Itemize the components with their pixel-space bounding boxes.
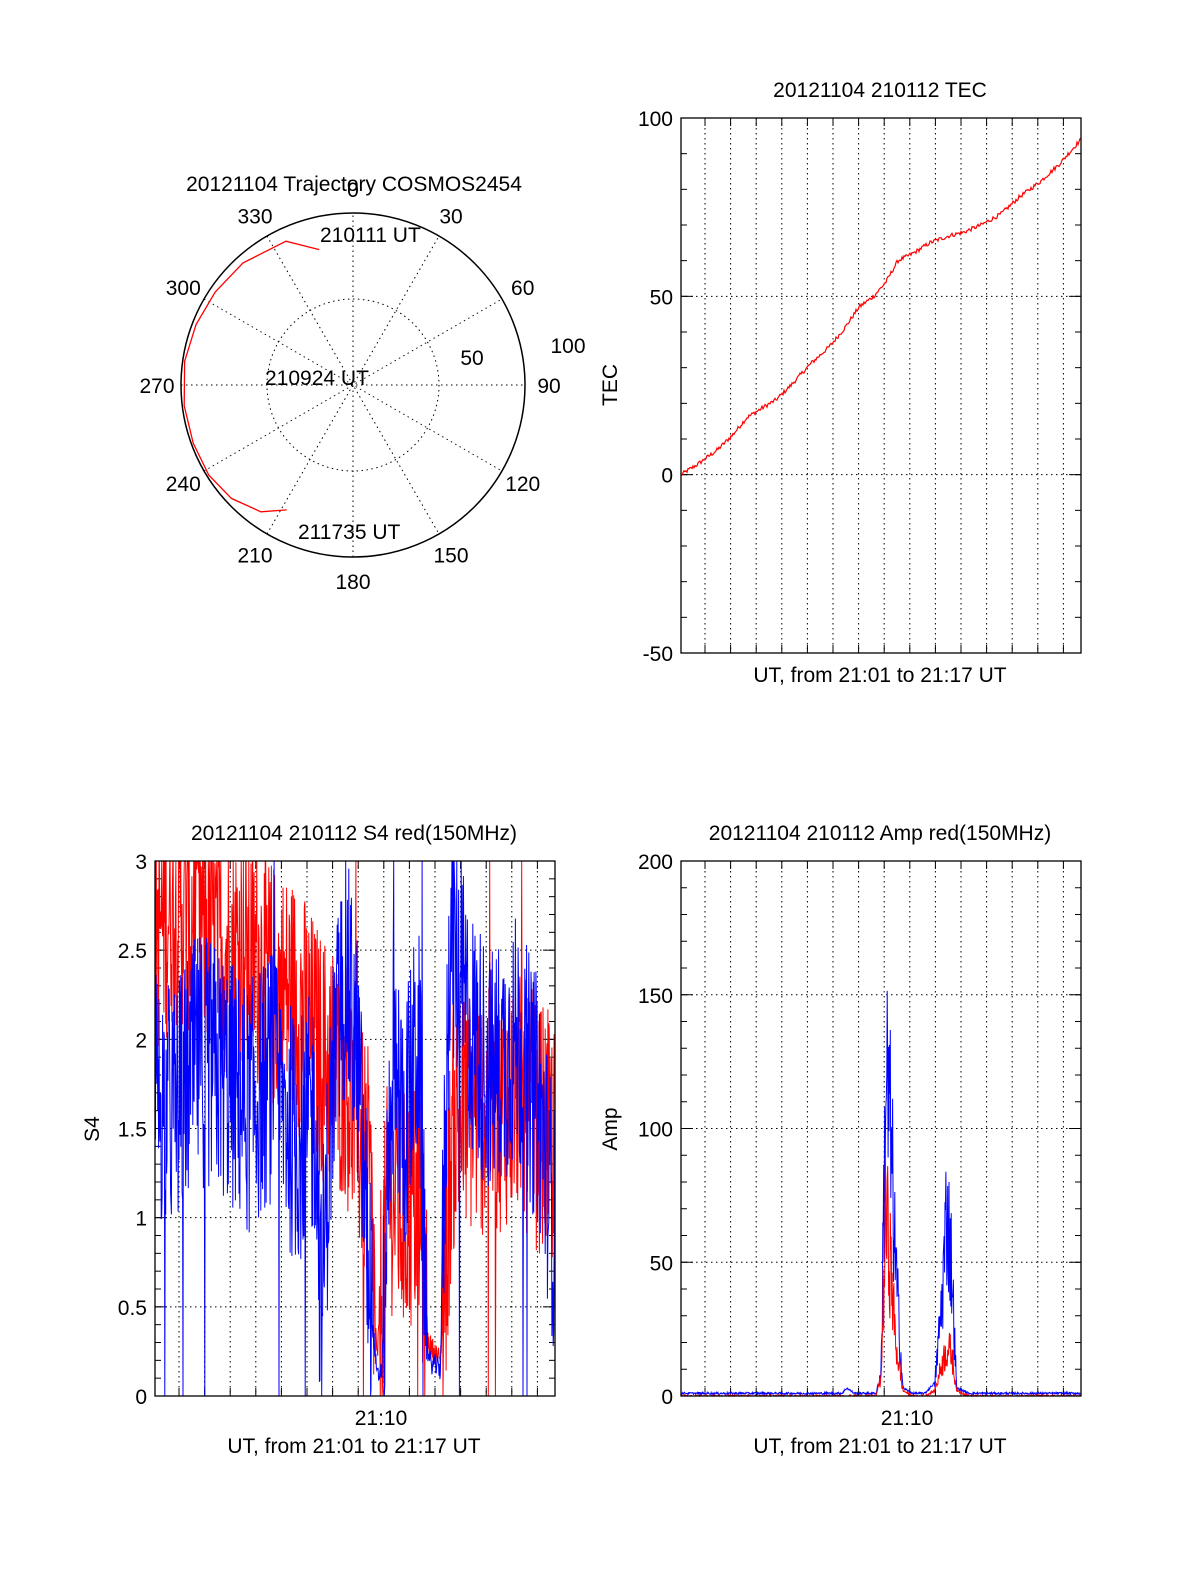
amp-y-axis-label: Amp [599,1107,622,1150]
y-tick-label: 150 [638,985,673,1008]
s4-title: 20121104 210112 S4 red(150MHz) [191,822,517,845]
s4-grid [155,860,555,1397]
y-tick-label: 0 [661,465,673,488]
amp-title: 20121104 210112 Amp red(150MHz) [709,822,1051,845]
amp-x-axis-label: UT, from 21:01 to 21:17 UT [753,1435,1006,1458]
y-tick-label: 2 [135,1029,147,1052]
mid-time-annotation: 210924 UT [265,367,369,390]
s4-y-tick-labels: 0 0.5 1 1.5 2 2.5 3 [118,851,147,1409]
tec-x-axis-label: UT, from 21:01 to 21:17 UT [753,664,1006,687]
tec-frame [680,117,1082,654]
tec-y-axis-label: TEC [599,364,622,406]
polar-angle-label: 300 [166,277,201,300]
y-tick-label: 100 [638,1119,673,1142]
trajectory-polar-plot: 20121104 Trajectory COSMOS2454 0 30 60 90 12… [139,173,585,594]
polar-angle-label: 90 [537,375,560,398]
polar-angle-label: 270 [139,375,174,398]
amp-frame [680,860,1082,1397]
polar-angle-label: 0 [347,179,359,202]
s4-x-tick-label: 21:10 [355,1407,408,1430]
polar-angle-label: 240 [166,473,201,496]
end-time-annotation: 211735 UT [298,521,401,544]
amp-grid [681,860,1081,1397]
polar-angle-label: 30 [439,205,462,228]
tec-series [680,137,1082,476]
polar-angle-label: 210 [237,545,272,568]
s4-y-axis-label: S4 [81,1116,104,1142]
y-tick-label: 50 [650,286,673,309]
tec-y-tick-labels: -50 0 50 100 [638,108,673,666]
radial-label-100: 100 [550,335,585,358]
y-tick-label: 2.5 [118,940,147,963]
tec-plot: 20121104 210112 TEC -50 0 50 100 UT, from 2… [599,79,1082,687]
s4-plot: 20121104 210112 S4 red(150MHz) 0 0.5 1 1.5 2… [81,822,556,1458]
polar-angle-label: 330 [237,205,272,228]
y-tick-label: 1 [135,1208,147,1231]
y-tick-label: 0 [661,1386,673,1409]
amp-x-tick-label: 21:10 [881,1407,934,1430]
y-tick-label: 100 [638,108,673,131]
polar-angle-labels: 0 30 60 90 120 150 180 210 240 270 300 330 [139,179,560,594]
tec-grid [681,117,1081,654]
polar-angle-label: 60 [511,277,534,300]
tec-title: 20121104 210112 TEC [773,79,987,102]
radial-label-50: 50 [460,347,483,370]
s4-blue-series [154,860,556,1397]
y-tick-label: 0.5 [118,1297,147,1320]
y-tick-label: 50 [650,1252,673,1275]
start-time-annotation: 210111 UT [320,224,421,247]
polar-grid [180,212,526,558]
polar-angle-label: 150 [433,545,468,568]
trajectory-title: 20121104 Trajectory COSMOS2454 [186,173,522,196]
amp-blue-series [680,990,1082,1397]
s4-x-axis-label: UT, from 21:01 to 21:17 UT [227,1435,480,1458]
trajectory-series [183,240,320,513]
polar-inner-circle [266,298,440,472]
s4-frame [154,860,556,1397]
y-tick-label: 0 [135,1386,147,1409]
polar-angle-label: 120 [505,473,540,496]
amp-plot: 20121104 210112 Amp red(150MHz) 0 50 100 15… [599,822,1082,1458]
amp-y-tick-labels: 0 50 100 150 200 [638,851,673,1409]
y-tick-label: 1.5 [118,1119,147,1142]
y-tick-label: 3 [135,851,147,874]
polar-angle-label: 180 [335,571,370,594]
y-tick-label: 200 [638,851,673,874]
y-tick-label: -50 [643,643,673,666]
